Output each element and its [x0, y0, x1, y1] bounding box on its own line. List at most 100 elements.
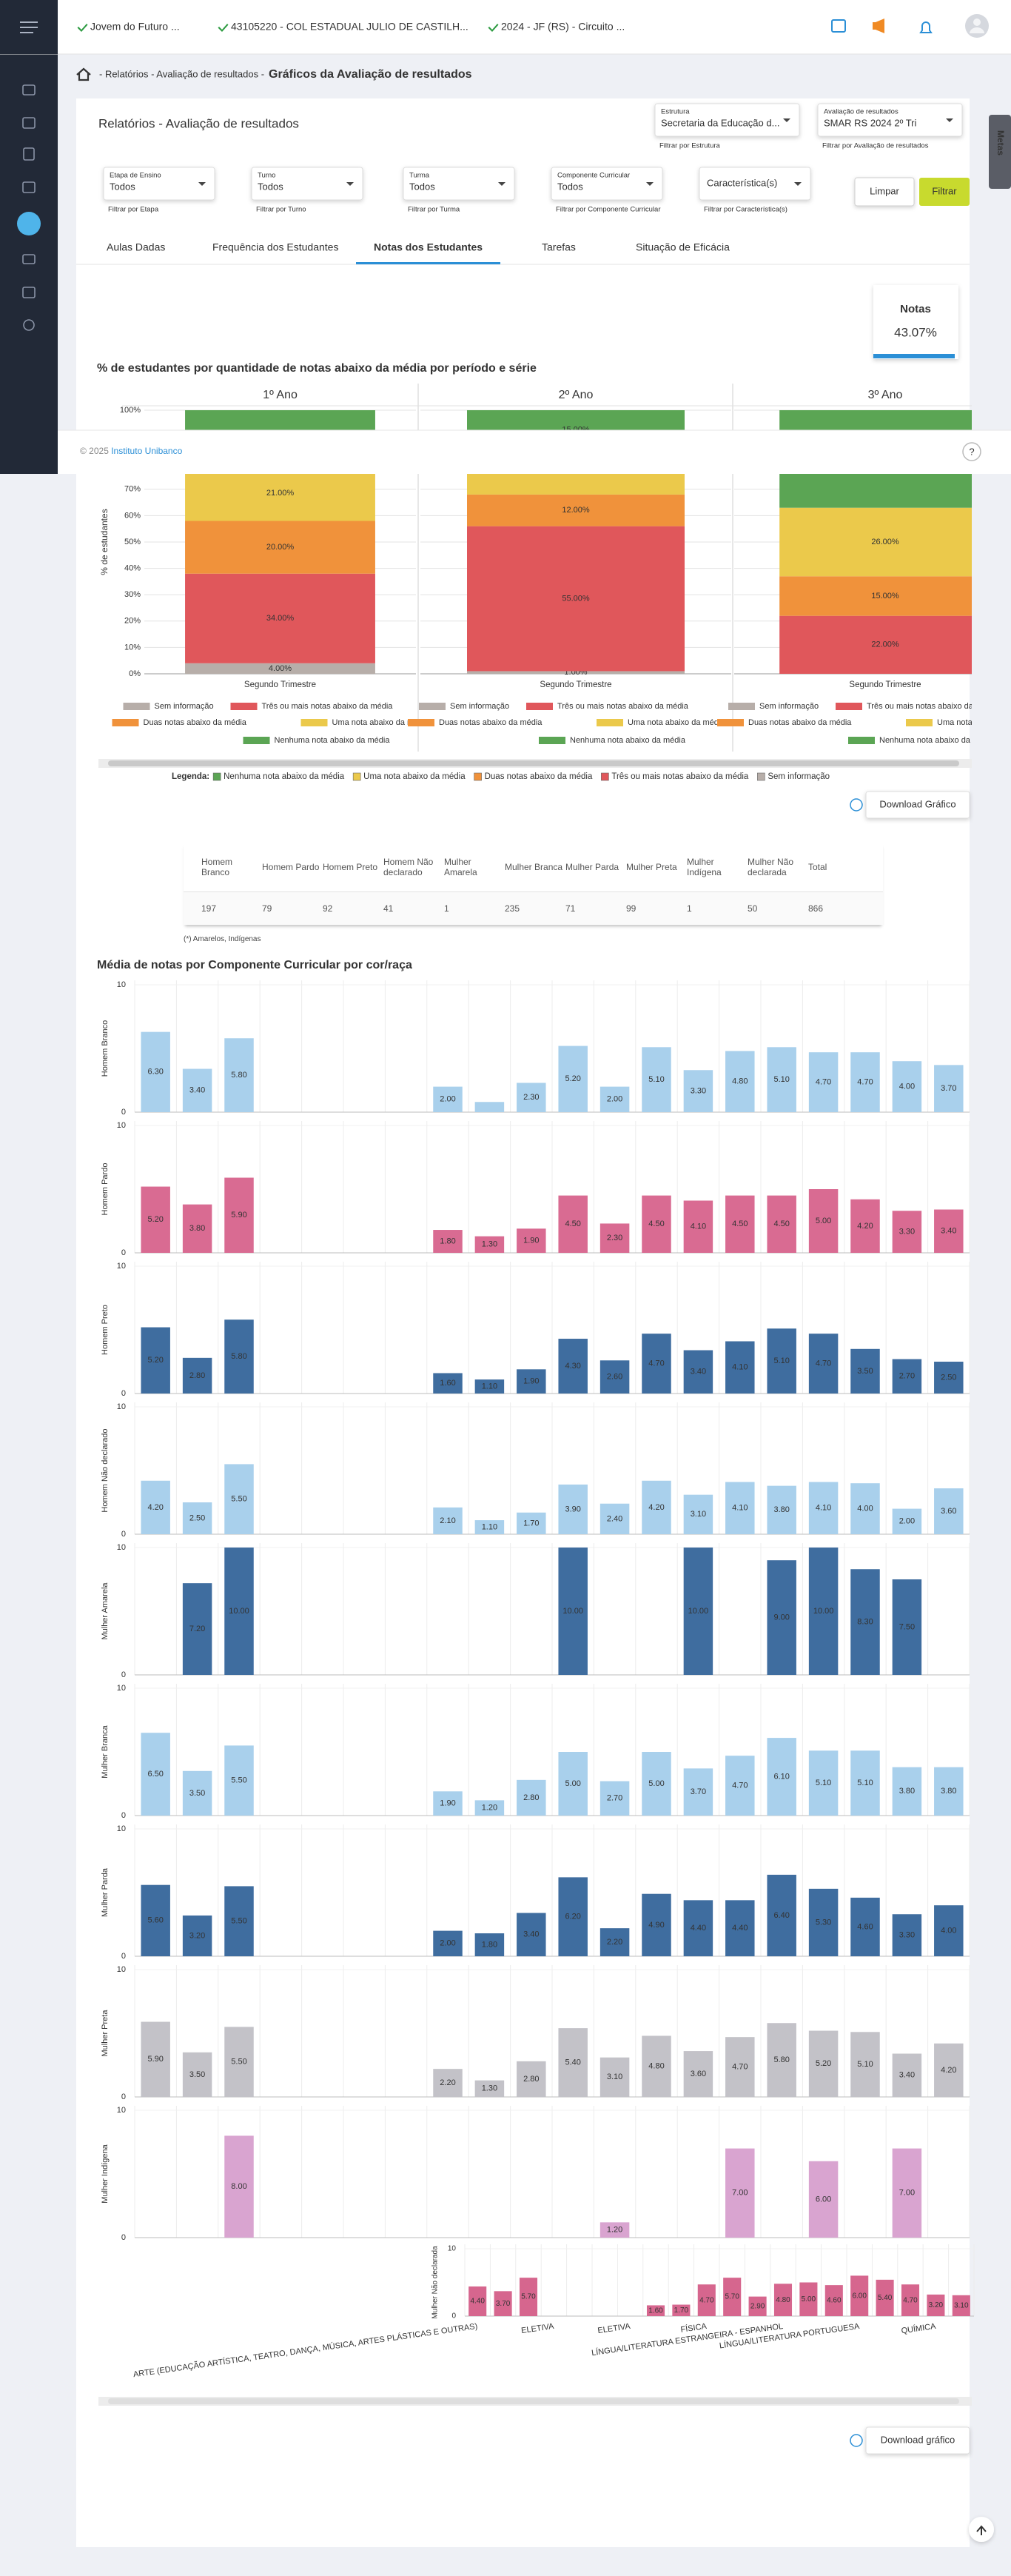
legend-label: Uma nota abaixo da média	[937, 718, 1011, 727]
select-value: Secretaria da Educação d...	[661, 117, 779, 128]
bar	[767, 1738, 796, 1816]
cell: 71	[565, 903, 576, 914]
value-label: 5.00	[802, 2295, 816, 2304]
value-label: 4.00	[857, 1505, 873, 1513]
menu-icon[interactable]	[20, 21, 38, 33]
bar	[808, 1189, 839, 1253]
bar	[517, 1913, 546, 1956]
tab[interactable]: Aulas Dadas	[107, 241, 165, 253]
value-label: 7.00	[899, 2189, 915, 2198]
bar	[808, 1888, 839, 1956]
value-label: 1.80	[482, 1940, 497, 1949]
value-label: 12.00%	[562, 506, 590, 515]
value-label: 5.10	[773, 1075, 789, 1084]
select-box[interactable]	[817, 103, 963, 137]
value-label: 2.00	[607, 1095, 622, 1104]
bar	[808, 1052, 839, 1112]
top-icons[interactable]	[831, 14, 989, 38]
tab[interactable]: Tarefas	[542, 241, 576, 253]
clear-button[interactable]	[854, 177, 915, 207]
tab[interactable]: Notas dos Estudantes	[374, 241, 483, 253]
value-label: 2.00	[899, 1517, 915, 1526]
value-label: 4.10	[732, 1504, 748, 1513]
tab[interactable]: Situação de Eficácia	[636, 241, 730, 253]
tab[interactable]: Frequência dos Estudantes	[212, 241, 338, 253]
select-box[interactable]	[251, 167, 363, 201]
value-label: 6.30	[147, 1068, 163, 1077]
select-box[interactable]	[551, 167, 663, 201]
breadcrumb[interactable]: 2024 - JF (RS) - Circuito ...	[501, 21, 625, 33]
value-label: 3.80	[941, 1787, 956, 1796]
value-label: 2.50	[941, 1373, 956, 1382]
value-label: 5.80	[231, 1071, 246, 1080]
bar	[892, 2053, 922, 2097]
value-label: 4.60	[827, 2297, 842, 2305]
bar	[725, 1195, 755, 1253]
bar	[182, 1583, 212, 1675]
sidebar-active[interactable]	[17, 212, 41, 235]
bar	[892, 1359, 922, 1394]
scrollbar-thumb[interactable]	[108, 2398, 959, 2404]
filter-button[interactable]	[919, 178, 970, 206]
value-label: 6.00	[816, 2195, 831, 2204]
legend-swatch	[230, 703, 258, 710]
y-tick-label: 0	[121, 1248, 126, 1257]
select-value: SMAR RS 2024 2º Tri	[824, 117, 917, 128]
legend-label: Três ou mais notas abaixo da média	[557, 702, 689, 711]
select-box[interactable]	[654, 103, 800, 137]
select-label: Estrutura	[661, 108, 690, 116]
breadcrumb[interactable]: Jovem do Futuro ...	[90, 21, 180, 33]
value-label: 2.70	[899, 1372, 915, 1381]
select-box[interactable]	[403, 167, 515, 201]
value-label: 2.70	[607, 1794, 622, 1803]
bar-segment	[467, 671, 685, 674]
sidebar-icons[interactable]	[22, 84, 36, 331]
bar	[433, 1086, 463, 1112]
scrollbar-thumb[interactable]	[108, 760, 959, 766]
value-label: 4.00%	[269, 664, 292, 673]
breadcrumb[interactable]: 43105220 - COL ESTADUAL JULIO DE CASTILH…	[231, 21, 468, 33]
select-box[interactable]	[699, 167, 811, 201]
bar	[517, 1369, 546, 1394]
home-icon[interactable]	[76, 67, 91, 81]
bar	[517, 1512, 546, 1534]
bar	[725, 1051, 755, 1112]
value-label: 3.40	[523, 1930, 539, 1939]
value-label: 2.20	[440, 2078, 455, 2087]
value-label: 1.60	[440, 1379, 455, 1388]
help-icon[interactable]	[962, 442, 981, 461]
value-label: 1.30	[482, 1240, 497, 1249]
bar-segment	[185, 663, 375, 674]
header-cell: Mulher Branca	[505, 862, 563, 872]
download-button[interactable]	[865, 791, 970, 819]
value-label: 4.10	[816, 1504, 831, 1513]
side-tab[interactable]	[989, 115, 1011, 189]
bar	[182, 1204, 212, 1253]
bar	[224, 1886, 254, 1956]
value-label: 3.60	[691, 2070, 706, 2078]
scroll-top-arrow	[976, 2525, 987, 2535]
bar	[892, 1767, 922, 1816]
bar	[558, 1548, 588, 1675]
value-label: 1.80	[440, 1237, 455, 1245]
select-value: Todos	[409, 181, 435, 192]
value-label: 4.20	[941, 2066, 956, 2075]
bar	[934, 1905, 964, 1956]
value-label: 3.70	[691, 1787, 706, 1796]
value-label: 3.30	[691, 1087, 706, 1096]
value-label: 4.50	[565, 1220, 580, 1228]
row-axis-title: Mulher Indígena	[101, 2144, 110, 2203]
bar	[850, 1348, 880, 1394]
download-button[interactable]	[865, 2426, 970, 2455]
y-tick-label: 10	[117, 1121, 126, 1130]
cell: 79	[262, 903, 272, 914]
value-label: 15.00%	[871, 592, 899, 600]
value-label: 2.00	[440, 1095, 455, 1104]
legend-swatch	[526, 703, 553, 710]
bar-segment	[779, 576, 972, 616]
y-tick-label: 0	[121, 1670, 126, 1679]
select-box[interactable]	[103, 167, 215, 201]
value-label: 2.80	[523, 1793, 539, 1802]
footer-link[interactable]: Instituto Unibanco	[111, 446, 182, 456]
